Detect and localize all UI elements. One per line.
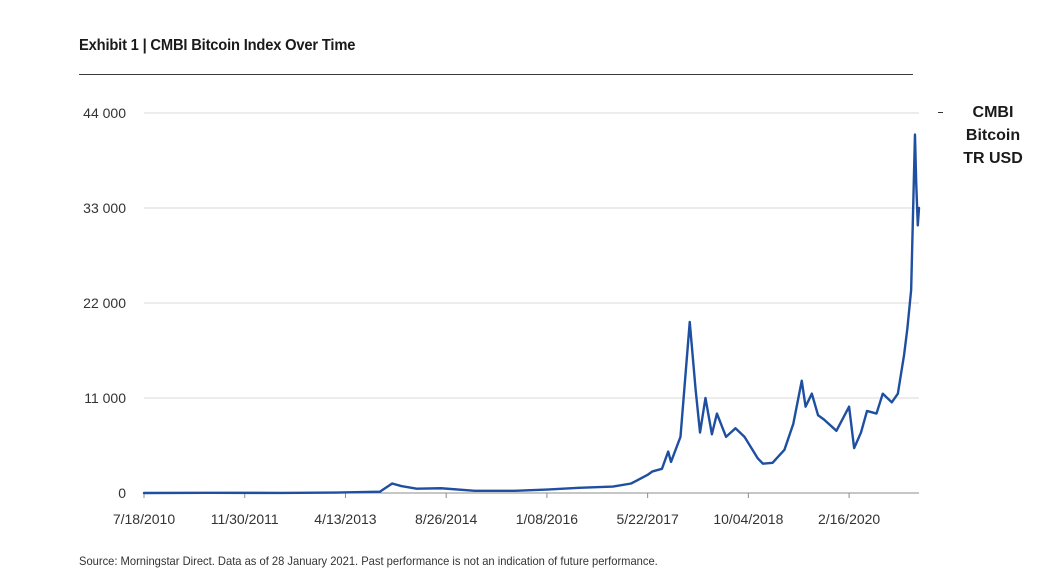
data-point xyxy=(848,405,850,408)
data-point xyxy=(762,462,764,465)
data-point xyxy=(771,461,774,464)
data-point xyxy=(699,431,701,434)
data-point xyxy=(835,430,838,432)
data-point xyxy=(354,491,357,493)
data-point xyxy=(546,488,548,491)
data-point xyxy=(440,487,442,490)
data-point xyxy=(688,321,691,323)
data-point xyxy=(207,492,209,494)
x-tick-label: 10/04/2018 xyxy=(713,511,783,527)
data-point xyxy=(881,392,884,395)
data-point xyxy=(915,181,917,183)
y-tick-label: 11 000 xyxy=(84,390,126,406)
data-point xyxy=(716,412,718,415)
data-point xyxy=(914,133,916,136)
data-point xyxy=(473,490,476,492)
data-point xyxy=(670,461,672,463)
data-point xyxy=(578,487,580,489)
data-point xyxy=(743,436,746,438)
data-point xyxy=(897,392,899,395)
title-divider xyxy=(79,74,913,75)
data-point xyxy=(823,418,825,421)
data-point xyxy=(916,224,919,227)
data-point xyxy=(817,414,819,417)
y-tick-label: 0 xyxy=(118,485,126,501)
data-point xyxy=(734,427,737,430)
data-point xyxy=(679,436,682,438)
x-tick-labels: 7/18/2010 11/30/2011 4/13/2013 8/26/2014 1/0… xyxy=(113,511,881,527)
data-point xyxy=(875,412,878,415)
data-point xyxy=(903,354,905,356)
data-point xyxy=(612,485,614,488)
y-tick-label: 33 000 xyxy=(83,200,126,216)
data-point xyxy=(906,328,909,330)
grid-lines xyxy=(144,112,919,399)
data-point xyxy=(910,289,912,291)
data-point xyxy=(513,490,516,492)
data-point xyxy=(280,492,283,494)
x-tick-label: 7/18/2010 xyxy=(113,511,175,527)
data-point xyxy=(335,491,338,494)
data-point xyxy=(811,392,813,395)
data-point xyxy=(143,492,145,494)
data-point xyxy=(918,207,920,209)
legend-marker xyxy=(938,112,943,113)
data-point xyxy=(379,490,381,493)
series-layer xyxy=(142,133,921,495)
x-tick-label: 1/08/2016 xyxy=(516,511,578,527)
x-tick-label: 5/22/2017 xyxy=(616,511,678,527)
x-tick-label: 11/30/2011 xyxy=(211,511,279,527)
data-point xyxy=(661,468,663,470)
data-point xyxy=(391,482,393,485)
data-point xyxy=(651,470,654,473)
data-point xyxy=(725,436,727,438)
data-point xyxy=(704,397,707,399)
data-point xyxy=(800,379,803,382)
y-tick-labels: 0 11 000 22 000 33 000 44 000 xyxy=(83,105,126,501)
data-point xyxy=(891,401,893,404)
data-point xyxy=(646,474,649,476)
source-note: Source: Morningstar Direct. Data as of 2… xyxy=(79,554,658,568)
data-point xyxy=(860,431,862,434)
series-line-0 xyxy=(142,133,921,495)
data-point xyxy=(783,449,786,451)
data-point xyxy=(400,485,403,487)
data-point xyxy=(667,450,669,453)
y-tick-label: 44 000 xyxy=(83,105,126,121)
x-tick-label: 4/13/2013 xyxy=(314,511,376,527)
data-point xyxy=(866,410,868,412)
chart-title: Exhibit 1 | CMBI Bitcoin Index Over Time xyxy=(79,37,356,54)
y-tick-label: 22 000 xyxy=(83,295,126,311)
x-tick-label: 2/16/2020 xyxy=(818,511,880,527)
data-point xyxy=(792,423,795,425)
data-point xyxy=(711,433,713,436)
data-point xyxy=(630,482,632,485)
x-tick-label: 8/26/2014 xyxy=(415,511,477,527)
data-point xyxy=(804,405,807,408)
data-point xyxy=(757,457,759,460)
data-point xyxy=(415,487,418,490)
data-point xyxy=(694,388,697,391)
data-point xyxy=(853,447,855,449)
legend-label: CMBI Bitcoin TR USD xyxy=(963,104,1023,167)
